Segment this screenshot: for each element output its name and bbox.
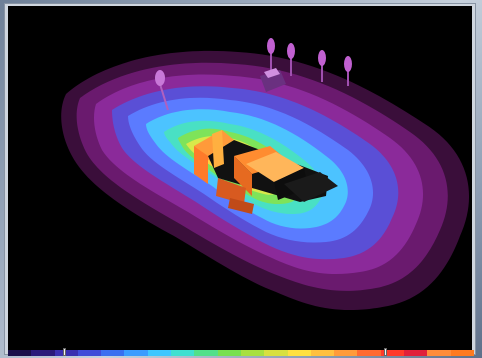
legend-swatch (124, 350, 148, 356)
building-lower-step-2 (228, 198, 254, 214)
luminaire-pole-1 (155, 70, 169, 111)
legend-swatch (217, 350, 241, 356)
legend-swatch (404, 350, 428, 356)
false-color-scale-legend (8, 350, 474, 356)
false-color-lighting-render (61, 38, 470, 311)
legend-swatch (31, 350, 55, 356)
luminaires (155, 38, 352, 111)
building-tower (212, 130, 224, 168)
building-block-center-wall (234, 156, 252, 196)
legend-swatch (287, 350, 311, 356)
legend-swatch (171, 350, 195, 356)
building-wall-left (194, 146, 208, 184)
legend-swatch (450, 350, 474, 356)
building-entry-canopy (284, 172, 338, 202)
legend-swatch (264, 350, 288, 356)
legend-swatch (380, 350, 405, 356)
legend-swatch (101, 350, 125, 356)
legend-swatch (427, 350, 451, 356)
luminaire-pole-3 (287, 43, 295, 76)
legend-swatch (8, 350, 32, 356)
building-block-right (246, 152, 304, 182)
legend-swatch (147, 350, 172, 356)
application-window (4, 3, 476, 356)
legend-swatch (310, 350, 335, 356)
legend-swatch (240, 350, 265, 356)
scale-slider-handle-right[interactable] (384, 348, 387, 356)
legend-swatch (334, 350, 358, 356)
building-model (194, 130, 338, 214)
legend-swatch (357, 350, 381, 356)
legend-swatch (194, 350, 218, 356)
building-lower-step (216, 178, 246, 204)
render-viewport[interactable] (8, 6, 472, 350)
luminaire-pole-4 (318, 50, 326, 82)
small-structure-top (264, 68, 280, 78)
luminaire-pole-2 (267, 38, 275, 72)
legend-swatch (77, 350, 102, 356)
legend-swatch (54, 350, 78, 356)
luminaire-pole-5 (344, 56, 352, 86)
scale-slider-handle-left[interactable] (63, 348, 66, 356)
